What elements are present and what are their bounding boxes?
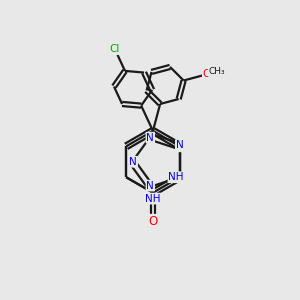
Text: CH₃: CH₃ xyxy=(208,67,225,76)
Text: O: O xyxy=(148,215,158,228)
Text: Cl: Cl xyxy=(110,44,120,54)
Text: NH: NH xyxy=(145,194,161,204)
Text: NH: NH xyxy=(168,172,184,182)
Text: N: N xyxy=(146,133,154,142)
Text: N: N xyxy=(176,141,184,151)
Text: N: N xyxy=(146,181,154,190)
Text: N: N xyxy=(176,140,184,150)
Text: O: O xyxy=(203,69,211,79)
Text: N: N xyxy=(129,157,137,167)
